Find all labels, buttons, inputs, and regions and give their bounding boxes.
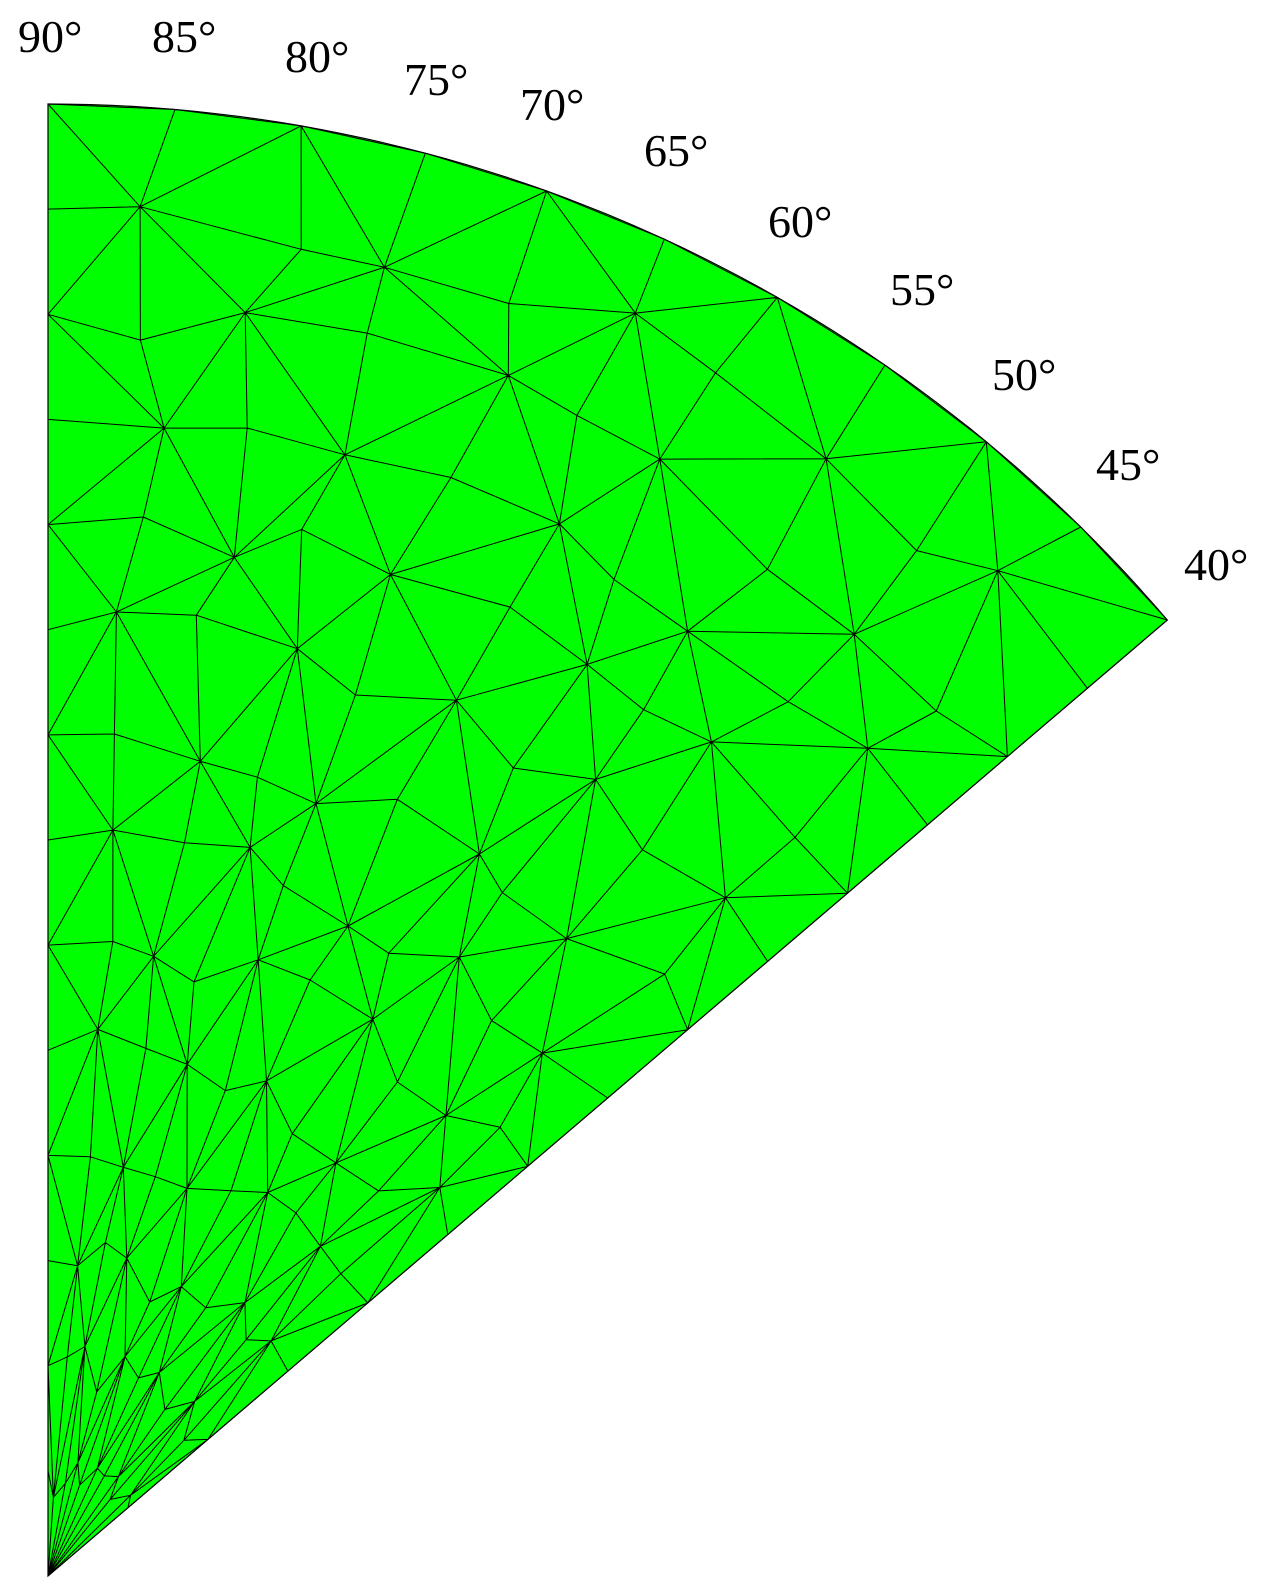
angle-label: 75° xyxy=(404,54,468,105)
mesh xyxy=(47,103,1169,1578)
angle-label: 50° xyxy=(992,349,1056,400)
angle-label: 65° xyxy=(644,125,708,176)
angle-label: 40° xyxy=(1184,539,1248,590)
sector xyxy=(47,103,1169,1578)
angle-label: 60° xyxy=(768,196,832,247)
angle-label: 55° xyxy=(890,264,954,315)
angle-label: 80° xyxy=(285,31,349,82)
angle-label: 85° xyxy=(152,11,216,62)
mesh-edges xyxy=(47,103,1168,1577)
angle-label: 45° xyxy=(1096,439,1160,490)
angle-label: 70° xyxy=(520,79,584,130)
angle-label: 90° xyxy=(18,11,82,62)
